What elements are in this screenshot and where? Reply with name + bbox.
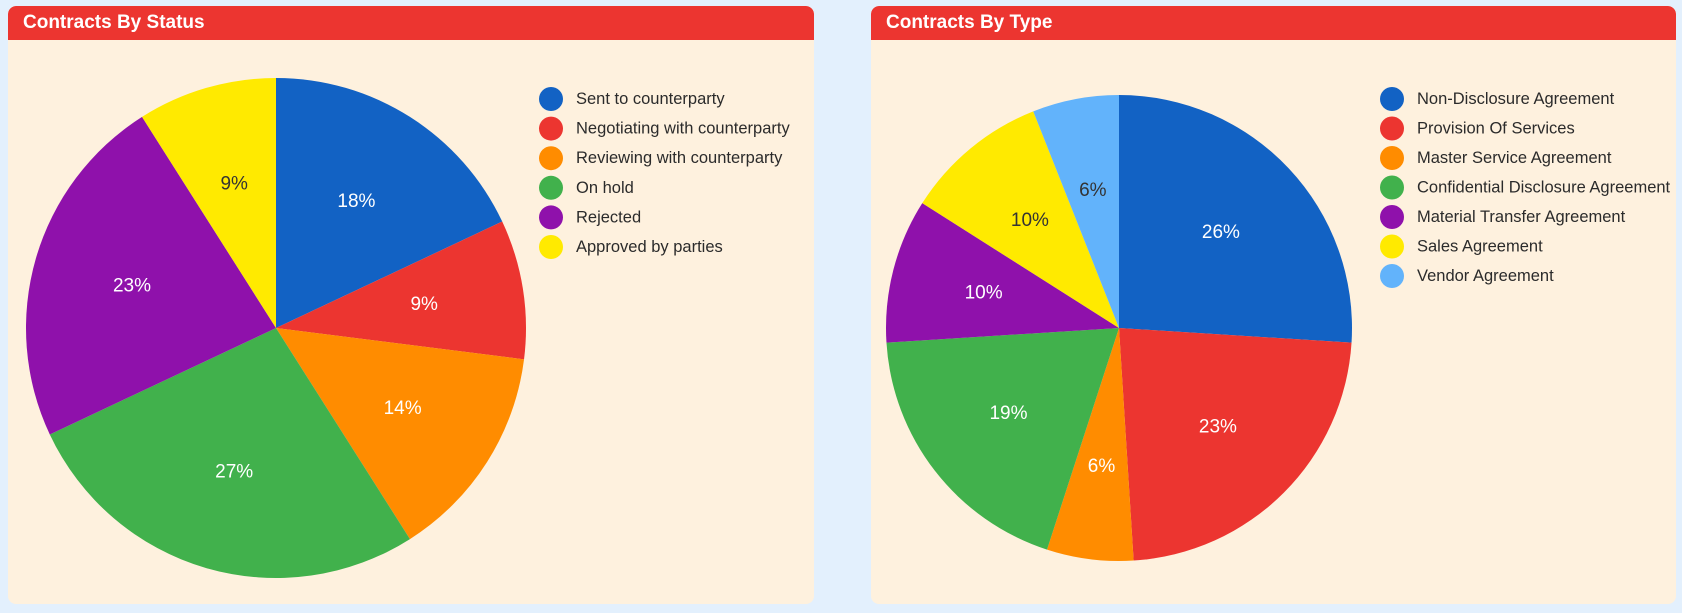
pie-slice-1 — [276, 78, 503, 328]
legend-item-label[interactable]: Rejected — [576, 208, 641, 226]
legend-item-label[interactable]: Non-Disclosure Agreement — [1417, 90, 1615, 108]
status-chart-panel: Contracts By Status 18% 9% 14% 27% 23% 9% Sent… — [8, 6, 814, 604]
legend-swatch — [539, 116, 563, 141]
legend-swatch — [1380, 87, 1404, 111]
pie-slice-3 — [276, 328, 525, 540]
slice-percent-label: 6% — [1079, 180, 1107, 201]
status-pie-chart: 18% 9% 14% 27% 23% 9% Sent to counterparty Nego… — [25, 78, 790, 579]
type-pie-chart: 26% 23% 6% 19% 10% 10% 6% Non-Disclosure Agreem… — [885, 87, 1671, 562]
slice-percent-label: 10% — [965, 283, 1003, 304]
pie-slice-7 — [1033, 95, 1119, 328]
pie-slice-3 — [1047, 328, 1134, 562]
legend-swatch — [539, 235, 563, 259]
slice-percent-label: 26% — [1202, 222, 1240, 243]
slice-percent-label: 18% — [337, 191, 375, 212]
pie-slice-2 — [1119, 328, 1352, 561]
legend-item-label[interactable]: Reviewing with counterparty — [576, 149, 783, 167]
slice-percent-label: 14% — [384, 398, 422, 419]
pie-slice-1 — [1119, 95, 1352, 343]
slice-percent-label: 9% — [220, 174, 248, 195]
legend-swatch — [1380, 234, 1404, 259]
legend-item-label[interactable]: Provision Of Services — [1417, 120, 1575, 138]
slice-percent-label: 23% — [113, 276, 151, 297]
pie-slice-2 — [276, 221, 527, 360]
slice-percent-label: 27% — [215, 462, 253, 483]
slice-percent-label: 19% — [989, 403, 1027, 424]
slice-percent-label: 10% — [1011, 210, 1049, 231]
legend-item-label[interactable]: Confidential Disclosure Agreement — [1417, 179, 1671, 197]
legend-swatch — [1380, 175, 1404, 200]
slice-percent-label: 9% — [410, 294, 438, 315]
legend-item-label[interactable]: On hold — [576, 179, 634, 197]
legend-swatch — [539, 175, 563, 200]
slice-percent-label: 23% — [1199, 416, 1237, 437]
pie-slice-6 — [922, 111, 1119, 328]
legend-swatch — [539, 87, 563, 111]
legend-item-label[interactable]: Sent to counterparty — [576, 90, 725, 108]
legend-swatch — [1380, 116, 1404, 141]
pie-slice-4 — [886, 328, 1119, 550]
legend-item-label[interactable]: Material Transfer Agreement — [1417, 208, 1626, 226]
status-chart-title: Contracts By Status — [8, 6, 814, 40]
legend-item-label[interactable]: Master Service Agreement — [1417, 149, 1612, 167]
legend-swatch — [1380, 146, 1404, 170]
slice-percent-label: 6% — [1088, 456, 1116, 477]
type-chart-panel: Contracts By Type 26% 23% 6% 19% 10% 10% 6% Non… — [871, 6, 1676, 604]
type-chart-title: Contracts By Type — [871, 6, 1676, 40]
legend-item-label[interactable]: Negotiating with counterparty — [576, 120, 790, 138]
legend-swatch — [539, 146, 563, 171]
pie-slice-5 — [885, 203, 1119, 343]
pie-slice-4 — [49, 328, 410, 579]
pie-slice-5 — [25, 116, 277, 435]
pie-slice-6 — [142, 78, 276, 328]
legend-item-label[interactable]: Sales Agreement — [1417, 238, 1543, 256]
legend-swatch — [1380, 205, 1404, 229]
legend-swatch — [1380, 264, 1404, 288]
legend-item-label[interactable]: Approved by parties — [576, 238, 723, 256]
legend-item-label[interactable]: Vendor Agreement — [1417, 267, 1554, 285]
legend-swatch — [539, 205, 563, 230]
